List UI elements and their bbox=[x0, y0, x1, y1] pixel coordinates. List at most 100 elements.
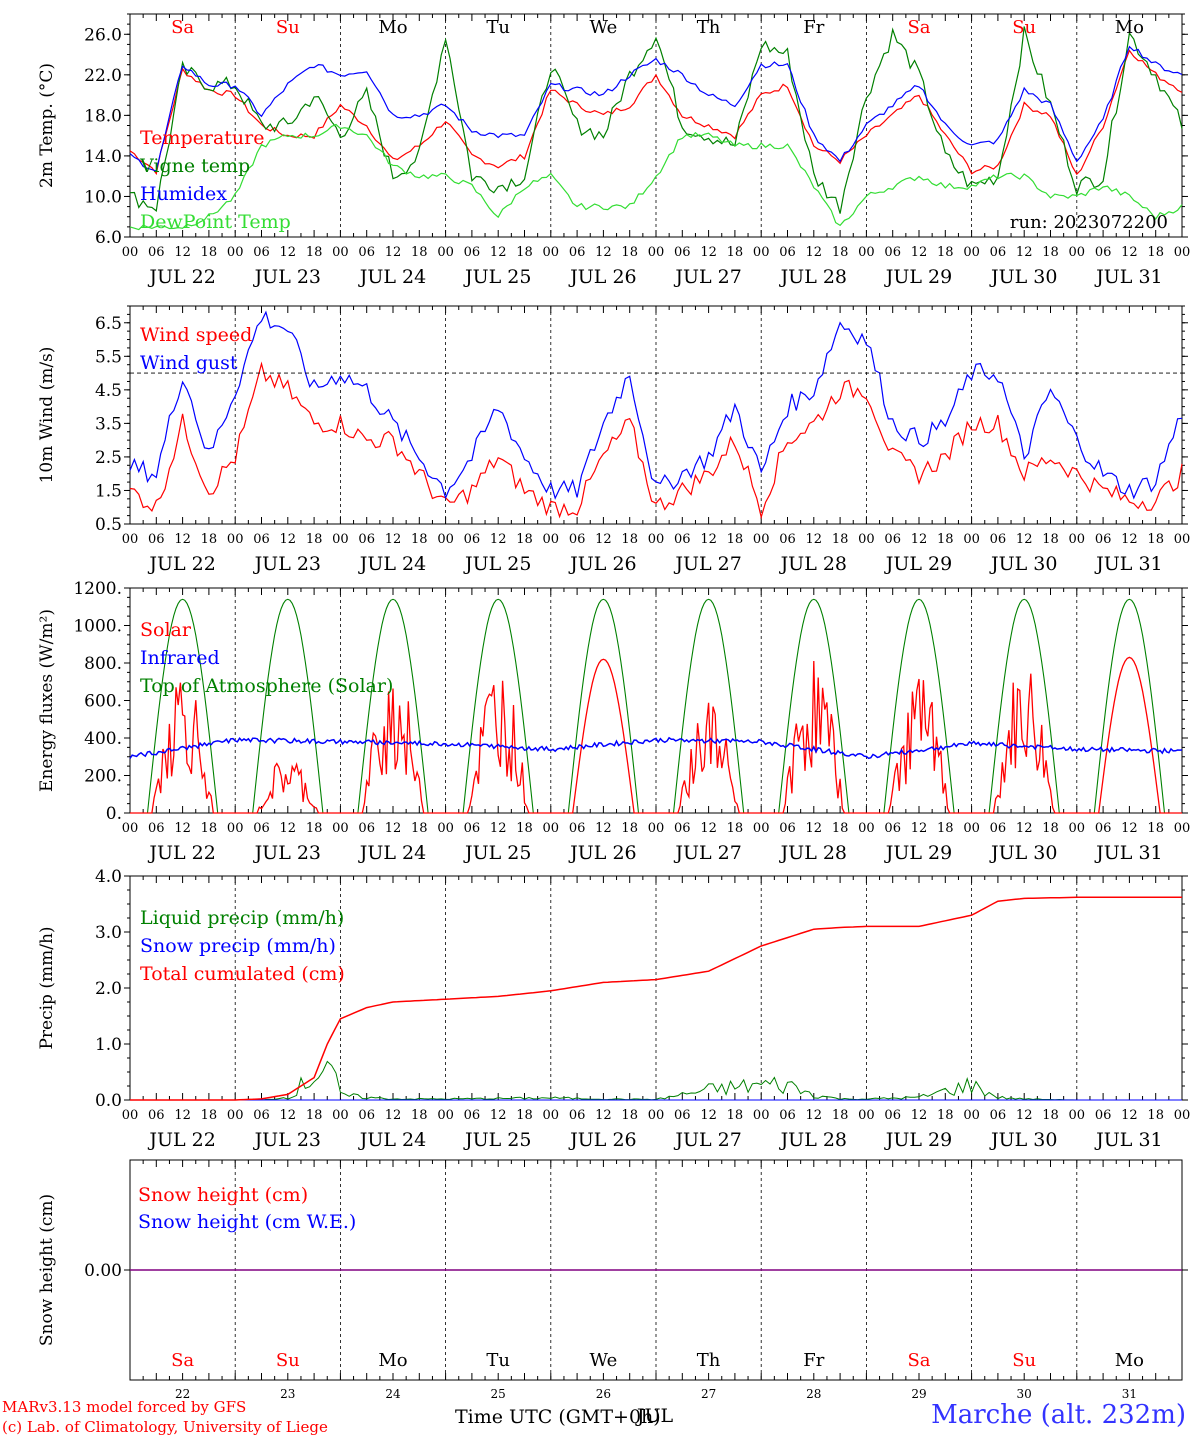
hour-tick-label: 18 bbox=[832, 532, 849, 547]
hour-tick-label: 12 bbox=[174, 1108, 191, 1123]
hour-tick-label: 00 bbox=[963, 532, 980, 547]
hour-tick-label: 06 bbox=[464, 821, 481, 836]
hour-tick-label: 18 bbox=[201, 1108, 218, 1123]
hour-tick-label: 18 bbox=[621, 1108, 638, 1123]
hour-tick-label: 12 bbox=[1121, 245, 1138, 260]
date-label: JUL 29 bbox=[884, 266, 952, 288]
date-label: JUL 26 bbox=[568, 553, 636, 575]
hour-tick-label: 06 bbox=[569, 532, 586, 547]
date-label: JUL 26 bbox=[568, 1129, 636, 1151]
hour-tick-label: 00 bbox=[648, 821, 665, 836]
y-tick-label: 200. bbox=[84, 767, 122, 787]
station-name: Marche (alt. 232m) bbox=[931, 1400, 1186, 1430]
hour-tick-label: 12 bbox=[806, 532, 823, 547]
y-axis-label: Energy fluxes (W/m²) bbox=[37, 609, 57, 792]
date-label: JUL 25 bbox=[463, 842, 531, 864]
hour-tick-label: 18 bbox=[937, 532, 954, 547]
hour-tick-label: 12 bbox=[1121, 821, 1138, 836]
date-label: JUL 26 bbox=[568, 842, 636, 864]
date-label: JUL 25 bbox=[463, 1129, 531, 1151]
hour-tick-label: 18 bbox=[306, 821, 323, 836]
hour-tick-label: 00 bbox=[753, 821, 770, 836]
date-label: JUL 22 bbox=[147, 553, 215, 575]
weekday-label: Sa bbox=[907, 17, 930, 38]
date-label: JUL 31 bbox=[1094, 266, 1162, 288]
date-label: JUL 27 bbox=[673, 266, 741, 288]
hour-tick-label: 18 bbox=[727, 245, 744, 260]
hour-tick-label: 12 bbox=[490, 1108, 507, 1123]
hour-tick-label: 06 bbox=[358, 821, 375, 836]
date-label: JUL 28 bbox=[779, 553, 847, 575]
y-tick-label: 1.0 bbox=[95, 1035, 122, 1055]
y-tick-label: 5.5 bbox=[95, 347, 122, 367]
date-label: JUL 27 bbox=[673, 842, 741, 864]
y-tick-label: 4.0 bbox=[95, 867, 122, 887]
legend-entry: Wind gust bbox=[140, 352, 238, 374]
hour-tick-label: 12 bbox=[490, 245, 507, 260]
day-number-label: 27 bbox=[701, 1387, 716, 1401]
hour-tick-label: 06 bbox=[674, 245, 691, 260]
weekday-label: Tu bbox=[486, 1350, 510, 1371]
date-label: JUL 24 bbox=[358, 553, 426, 575]
hour-tick-label: 00 bbox=[648, 1108, 665, 1123]
hour-tick-label: 06 bbox=[779, 245, 796, 260]
hour-tick-label: 06 bbox=[1095, 245, 1112, 260]
legend-entry: Infrared bbox=[140, 647, 220, 669]
hour-tick-label: 18 bbox=[1042, 1108, 1059, 1123]
hour-tick-label: 00 bbox=[1069, 1108, 1086, 1123]
hour-tick-label: 06 bbox=[569, 245, 586, 260]
hour-tick-label: 18 bbox=[411, 245, 428, 260]
weekday-label: Su bbox=[276, 17, 300, 38]
weekday-label: Mo bbox=[378, 1350, 407, 1371]
hour-tick-label: 00 bbox=[122, 1108, 139, 1123]
weekday-label: We bbox=[590, 1350, 618, 1371]
hour-tick-label: 00 bbox=[122, 821, 139, 836]
date-label: JUL 29 bbox=[884, 1129, 952, 1151]
legend-entry: Top of Atmosphere (Solar) bbox=[140, 675, 393, 697]
day-number-label: 22 bbox=[175, 1387, 190, 1401]
hour-tick-label: 00 bbox=[1174, 821, 1191, 836]
hour-tick-label: 12 bbox=[385, 245, 402, 260]
weekday-label: Th bbox=[697, 17, 721, 38]
hour-tick-label: 12 bbox=[806, 821, 823, 836]
series-line-1 bbox=[129, 26, 1183, 214]
hour-tick-label: 00 bbox=[332, 821, 349, 836]
weekday-label: Su bbox=[1012, 17, 1036, 38]
hour-tick-label: 18 bbox=[411, 1108, 428, 1123]
hour-tick-label: 06 bbox=[464, 1108, 481, 1123]
hour-tick-label: 18 bbox=[832, 245, 849, 260]
hour-tick-label: 00 bbox=[543, 532, 560, 547]
month-overprint: JUL bbox=[635, 1405, 674, 1427]
hour-tick-label: 00 bbox=[122, 245, 139, 260]
date-label: JUL 22 bbox=[147, 842, 215, 864]
hour-tick-label: 06 bbox=[990, 532, 1007, 547]
weekday-label: Fr bbox=[803, 1350, 824, 1371]
legend-entry: Humidex bbox=[140, 183, 227, 205]
hour-tick-label: 06 bbox=[779, 532, 796, 547]
hour-tick-label: 00 bbox=[543, 1108, 560, 1123]
hour-tick-label: 00 bbox=[648, 245, 665, 260]
hour-tick-label: 18 bbox=[937, 821, 954, 836]
date-label: JUL 25 bbox=[463, 553, 531, 575]
date-label: JUL 30 bbox=[989, 266, 1057, 288]
hour-tick-label: 12 bbox=[911, 245, 928, 260]
hour-tick-label: 12 bbox=[174, 821, 191, 836]
y-tick-label: 1000. bbox=[73, 617, 122, 637]
hour-tick-label: 12 bbox=[280, 1108, 297, 1123]
date-label: JUL 22 bbox=[147, 1129, 215, 1151]
series-line-2 bbox=[129, 45, 1183, 172]
legend-entry: Liquid precip (mm/h) bbox=[140, 907, 344, 929]
y-tick-label: 10.0 bbox=[84, 187, 122, 207]
date-label: JUL 25 bbox=[463, 266, 531, 288]
date-label: JUL 28 bbox=[779, 842, 847, 864]
hour-tick-label: 12 bbox=[174, 245, 191, 260]
hour-tick-label: 06 bbox=[884, 245, 901, 260]
hour-tick-label: 06 bbox=[358, 245, 375, 260]
day-number-label: 31 bbox=[1122, 1387, 1137, 1401]
hour-tick-label: 12 bbox=[911, 1108, 928, 1123]
hour-tick-label: 12 bbox=[1121, 532, 1138, 547]
hour-tick-label: 18 bbox=[727, 532, 744, 547]
weekday-label: Sa bbox=[171, 17, 194, 38]
y-tick-label: 1.5 bbox=[95, 481, 122, 501]
weekday-label: Th bbox=[697, 1350, 721, 1371]
